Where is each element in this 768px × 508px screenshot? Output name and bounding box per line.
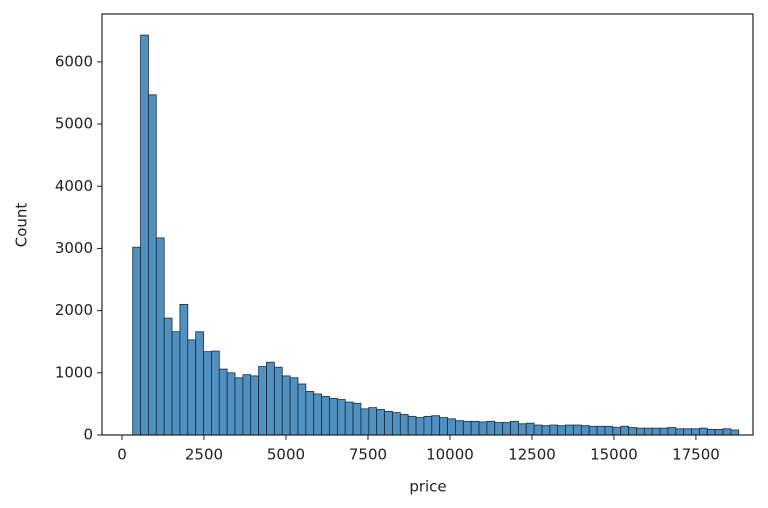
- bar: [470, 420, 480, 436]
- bar: [604, 425, 614, 436]
- bar: [273, 366, 283, 436]
- bar: [171, 331, 181, 436]
- bar: [557, 425, 567, 436]
- bar: [187, 339, 197, 436]
- bar: [643, 427, 653, 436]
- y-tick-label: 3000: [55, 239, 93, 257]
- bar: [163, 317, 173, 436]
- bar: [297, 383, 307, 436]
- bar: [683, 428, 692, 436]
- bar: [510, 420, 519, 436]
- y-tick-label: 0: [83, 426, 93, 444]
- bar: [462, 420, 472, 436]
- bar: [455, 420, 464, 436]
- bar: [423, 415, 433, 436]
- plot-frame: [101, 13, 754, 436]
- bar: [730, 429, 740, 436]
- x-tick-label: 2500: [185, 446, 223, 464]
- bar: [313, 393, 323, 436]
- y-tick-label: 4000: [55, 177, 93, 195]
- bar: [439, 417, 448, 436]
- bar: [525, 422, 535, 436]
- bar: [636, 427, 645, 436]
- y-axis-label: Count: [13, 203, 31, 248]
- bar: [486, 420, 496, 436]
- bar: [588, 425, 598, 436]
- bar: [392, 412, 401, 436]
- bar: [203, 351, 212, 436]
- bar: [336, 399, 346, 436]
- bar: [675, 428, 685, 436]
- bar: [541, 425, 551, 436]
- bar: [234, 377, 244, 436]
- bar: [329, 397, 338, 436]
- bar: [352, 402, 362, 436]
- bar: [628, 427, 637, 436]
- bar: [667, 427, 677, 436]
- x-tick-label: 15000: [590, 446, 638, 464]
- bar: [533, 424, 543, 436]
- x-axis-label: price: [409, 478, 446, 496]
- bar: [651, 427, 661, 436]
- bar: [722, 428, 732, 436]
- bar: [148, 94, 157, 436]
- bar: [691, 428, 700, 436]
- bar: [494, 422, 504, 436]
- bar: [211, 350, 220, 436]
- bar: [376, 409, 385, 436]
- bar: [565, 424, 574, 436]
- bar: [407, 415, 417, 436]
- bar: [447, 418, 456, 436]
- x-tick-label: 5000: [267, 446, 305, 464]
- y-tick-label: 2000: [55, 301, 93, 319]
- bar: [179, 304, 189, 436]
- bar: [250, 375, 260, 436]
- bar: [289, 377, 299, 436]
- bar: [258, 366, 267, 436]
- bar: [699, 427, 708, 436]
- bar: [281, 375, 291, 436]
- bar: [620, 425, 629, 436]
- bar: [502, 422, 511, 436]
- bar: [478, 421, 488, 436]
- bar: [517, 423, 527, 436]
- x-tick-label: 7500: [349, 446, 387, 464]
- bar: [195, 331, 204, 436]
- bar: [549, 424, 559, 436]
- bar: [415, 417, 425, 436]
- x-tick-label: 0: [117, 446, 127, 464]
- bar: [714, 429, 724, 436]
- bar: [596, 425, 606, 436]
- bar: [368, 407, 378, 436]
- bar: [360, 408, 370, 436]
- bar: [384, 410, 393, 436]
- bar: [344, 401, 354, 436]
- bar: [132, 246, 141, 436]
- bar: [266, 361, 275, 436]
- bar: [140, 34, 149, 436]
- bar: [399, 414, 409, 436]
- x-tick-label: 17500: [672, 446, 720, 464]
- x-tick-label: 12500: [508, 446, 556, 464]
- y-tick-label: 1000: [55, 363, 93, 381]
- bar: [155, 237, 165, 436]
- bar: [573, 424, 582, 436]
- bar: [580, 425, 590, 436]
- bar: [226, 372, 236, 436]
- bar: [659, 427, 669, 436]
- bar: [242, 374, 252, 436]
- x-tick-label: 10000: [426, 446, 474, 464]
- y-tick-label: 6000: [55, 52, 93, 70]
- bar: [218, 368, 228, 436]
- y-tick-label: 5000: [55, 115, 93, 133]
- bar: [431, 415, 441, 436]
- bar: [321, 396, 330, 436]
- bar: [706, 429, 716, 436]
- bar: [612, 427, 622, 436]
- bar: [305, 391, 315, 436]
